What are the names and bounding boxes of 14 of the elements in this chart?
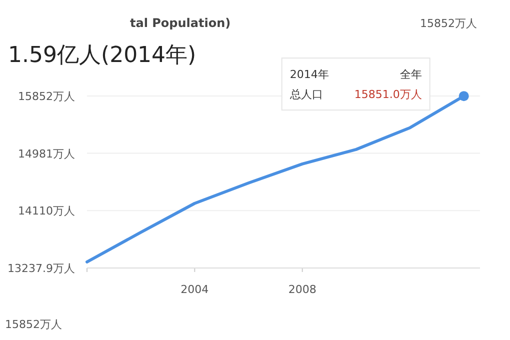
chart-subtitle: tal Population) [130,16,231,30]
annotation: 总人口 [288,88,323,102]
text: 2014年 [290,68,329,82]
y-tick-label: 14110万人 [18,204,75,218]
x-tick-label: 2004 [180,283,209,296]
y-tick-label: 14981万人 [18,147,75,160]
text: 15852万人 [420,17,477,30]
y-tick-label: 15852万人 [18,90,75,103]
annotation: 15851.0万人 [354,88,422,102]
y-tick-label: 13237.9万人 [8,262,75,275]
x-tick-label: 2008 [288,283,316,296]
text: 15852万人 [5,318,62,331]
text: 全年 [400,68,422,82]
chart-title: 1.59亿人(2014年) [8,43,196,68]
